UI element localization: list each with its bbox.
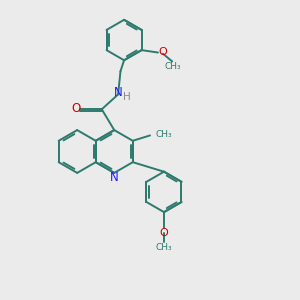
Text: N: N [114,86,122,99]
Text: O: O [158,47,167,57]
Text: H: H [123,92,130,102]
Text: CH₃: CH₃ [156,130,172,139]
Text: CH₃: CH₃ [164,62,181,71]
Text: O: O [71,102,80,115]
Text: N: N [110,171,118,184]
Text: O: O [160,228,168,238]
Text: CH₃: CH₃ [156,243,172,252]
